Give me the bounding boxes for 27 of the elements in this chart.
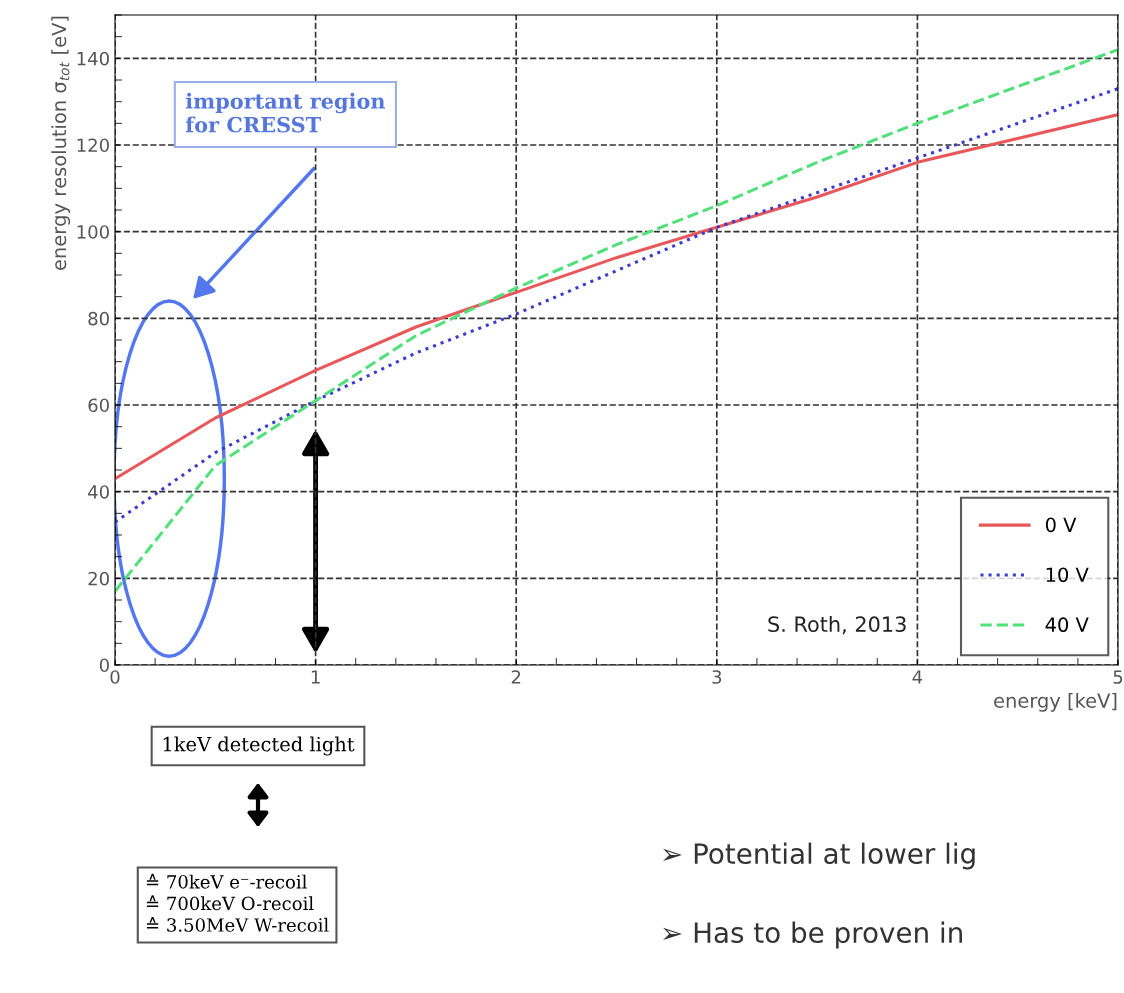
annotation: important region for CRESST <box>185 92 386 133</box>
text: ➢ Has to be proven in <box>663 921 962 949</box>
x-tick-label: 2 <box>511 670 521 684</box>
line-series <box>115 113 1118 481</box>
x-tick-label: 1 <box>311 670 320 684</box>
y-tick-label: 20 <box>88 571 109 586</box>
y-axis-title: energy resolution σ$_{tot}$ [eV] <box>51 16 71 271</box>
text: ≙ 70keV e⁻-recoil ≙ 700keV O-recoil ≙ 3.50MeV W-recoil <box>146 873 329 932</box>
y-tick-label: 0 <box>99 658 109 673</box>
text: ➢ Potential at lower lig <box>663 842 975 870</box>
x-tick-label: 0 <box>110 670 120 684</box>
y-tick-label: 80 <box>88 311 109 326</box>
y-tick-label: 120 <box>77 138 109 153</box>
x-tick-label: 5 <box>1113 670 1123 684</box>
x-tick-label: 4 <box>912 670 923 684</box>
y-tick-label: 100 <box>77 225 109 239</box>
text: 1keV detected light <box>163 736 355 756</box>
x-axis-title: energy [keV] <box>994 692 1117 712</box>
y-tick-label: 60 <box>88 398 109 413</box>
y-tick-label: 40 <box>88 485 109 499</box>
x-tick-label: 3 <box>712 670 722 684</box>
legend-label: 40 V <box>1045 617 1089 633</box>
line-series <box>115 48 1118 593</box>
annotation: S. Roth, 2013 <box>768 615 906 635</box>
y-tick-label: 140 <box>77 51 109 66</box>
legend-label: 10 V <box>1046 567 1089 583</box>
legend-label: 0 V <box>1045 517 1077 533</box>
